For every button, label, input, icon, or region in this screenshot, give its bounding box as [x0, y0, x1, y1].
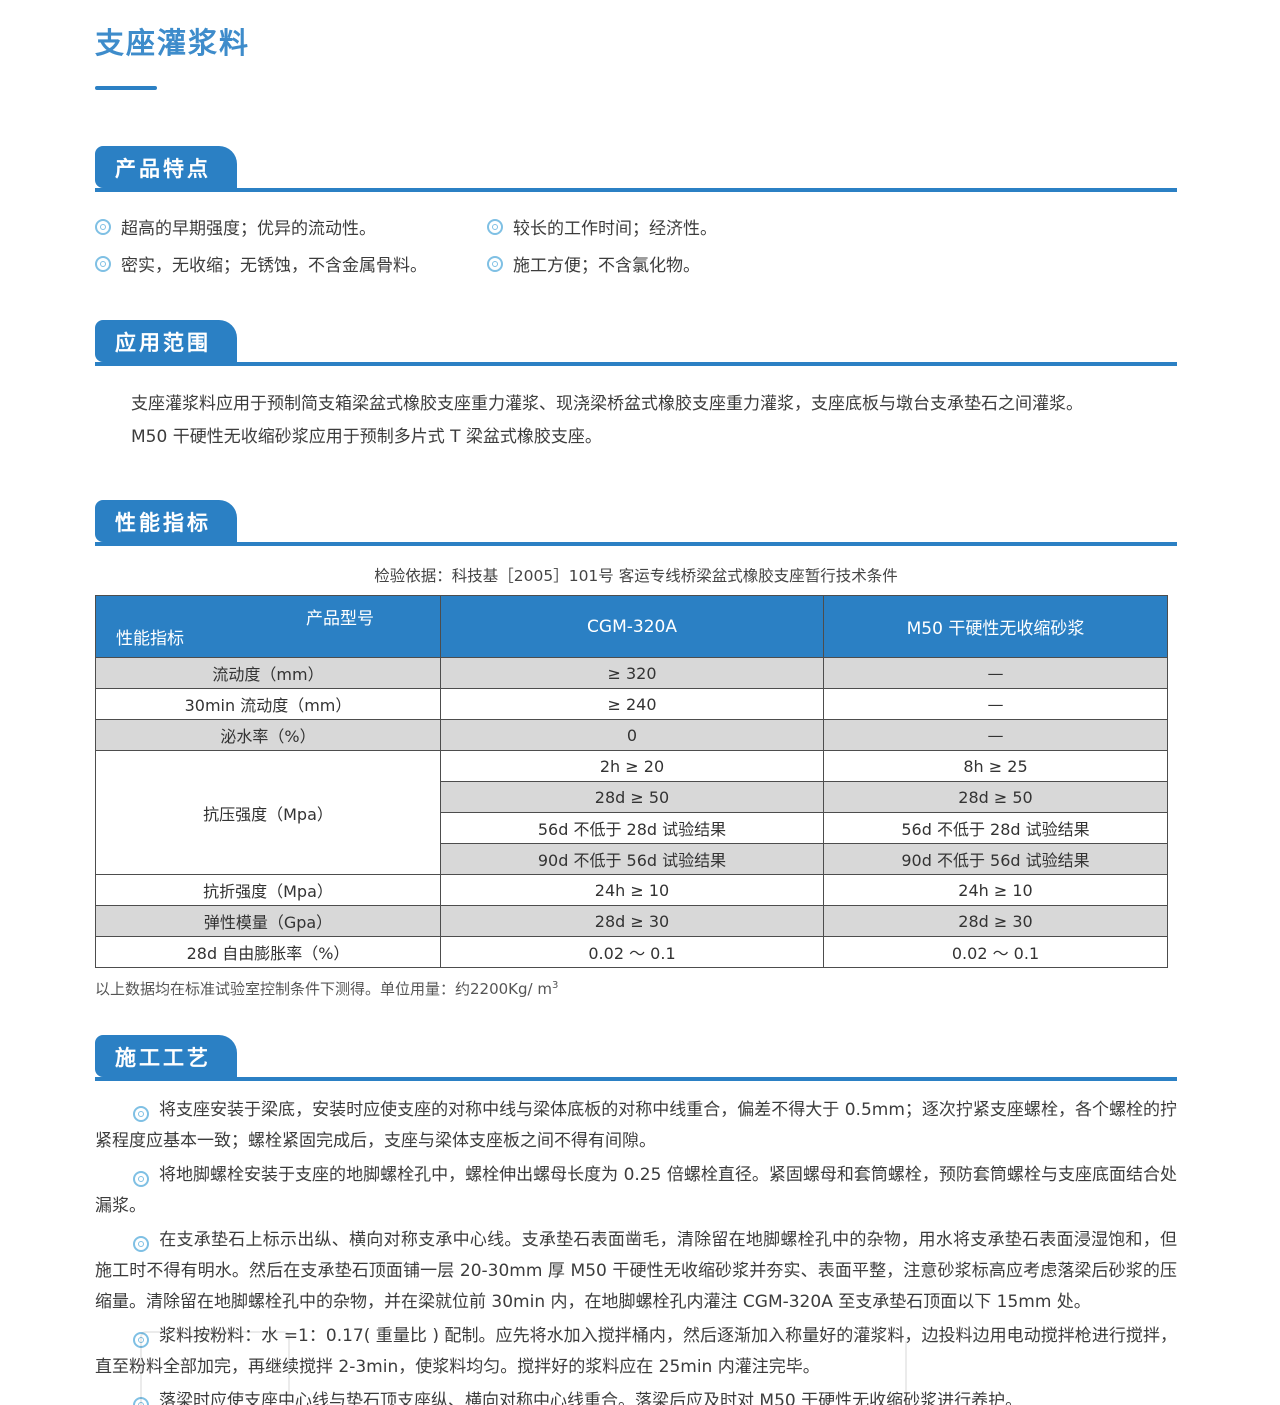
cell-cgm: 24h ≥ 10 — [440, 874, 824, 906]
bullet-icon — [133, 1236, 149, 1252]
construction-paragraph-text: 将地脚螺栓安装于支座的地脚螺栓孔中，螺栓伸出螺母长度为 0.25 倍螺栓直径。紧… — [95, 1165, 1177, 1216]
bullet-icon — [133, 1397, 149, 1405]
table-note: 以上数据均在标准试验室控制条件下测得。单位用量：约2200Kg/ m3 — [95, 978, 1177, 999]
performance-table: 产品型号 性能指标 CGM-320A M50 干硬性无收缩砂浆 流动度（mm） … — [95, 595, 1168, 968]
table-row-compressive-90d: 90d 不低于 56d 试验结果 90d 不低于 56d 试验结果 — [96, 843, 1168, 875]
section-header-features: 产品特点 — [95, 146, 1177, 192]
section-badge-features: 产品特点 — [95, 146, 237, 188]
bullet-icon — [133, 1106, 149, 1122]
table-row-compressive-28d: 28d ≥ 50 28d ≥ 50 — [96, 781, 1168, 813]
cell-cgm: 0 — [440, 719, 824, 751]
construction-paragraph: 将地脚螺栓安装于支座的地脚螺栓孔中，螺栓伸出螺母长度为 0.25 倍螺栓直径。紧… — [95, 1160, 1177, 1222]
cell-m50: 90d 不低于 56d 试验结果 — [823, 843, 1168, 875]
construction-text: 将支座安装于梁底，安装时应使支座的对称中线与梁体底板的对称中线重合，偏差不得大于… — [95, 1095, 1177, 1405]
construction-paragraph-text: 在支承垫石上标示出纵、横向对称支承中心线。支承垫石表面凿毛，清除留在地脚螺栓孔中… — [95, 1230, 1177, 1312]
cell-cgm: ≥ 320 — [440, 657, 824, 689]
table-row-fluidity: 流动度（mm） ≥ 320 — — [95, 657, 1168, 689]
page-title: 支座灌浆料 — [95, 26, 251, 60]
table-corner-cell: 产品型号 性能指标 — [95, 595, 441, 658]
row-label: 泌水率（%） — [95, 719, 441, 751]
cell-cgm: 0.02 ～ 0.1 — [440, 936, 824, 968]
corner-label-performance-index: 性能指标 — [116, 629, 184, 649]
construction-paragraph-text: 浆料按粉料：水 =1：0.17( 重量比 ) 配制。应先将水加入搅拌桶内，然后逐… — [95, 1326, 1177, 1377]
cell-m50: 28d ≥ 50 — [823, 781, 1168, 813]
cell-cgm: ≥ 240 — [440, 688, 824, 720]
table-row-flexural-strength: 抗折强度（Mpa） 24h ≥ 10 24h ≥ 10 — [95, 874, 1168, 906]
section-badge-application: 应用范围 — [95, 320, 237, 362]
cell-cgm: 28d ≥ 50 — [440, 781, 824, 813]
bullet-icon — [133, 1171, 149, 1187]
feature-text: 施工方便；不含氯化物。 — [513, 256, 700, 276]
table-note-superscript: 3 — [551, 980, 559, 991]
application-paragraph: 支座灌浆料应用于预制简支箱梁盆式橡胶支座重力灌浆、现浇梁桥盆式橡胶支座重力灌浆，… — [131, 394, 1083, 414]
construction-paragraph: 将支座安装于梁底，安装时应使支座的对称中线与梁体底板的对称中线重合，偏差不得大于… — [95, 1095, 1177, 1157]
section-header-construction: 施工工艺 — [95, 1035, 1177, 1081]
construction-paragraph: 浆料按粉料：水 =1：0.17( 重量比 ) 配制。应先将水加入搅拌桶内，然后逐… — [95, 1321, 1177, 1383]
cell-m50: 8h ≥ 25 — [823, 750, 1168, 782]
title-underline — [95, 86, 157, 90]
cell-m50: 56d 不低于 28d 试验结果 — [823, 812, 1168, 844]
cell-cgm: 90d 不低于 56d 试验结果 — [440, 843, 824, 875]
cell-m50: — — [823, 688, 1168, 720]
row-label: 弹性模量（Gpa） — [95, 905, 441, 937]
bullet-icon — [95, 255, 111, 272]
row-label: 抗折强度（Mpa） — [95, 874, 441, 906]
construction-paragraph-text: 将支座安装于梁底，安装时应使支座的对称中线与梁体底板的对称中线重合，偏差不得大于… — [95, 1100, 1177, 1151]
table-row-bleeding-rate: 泌水率（%） 0 — — [95, 719, 1168, 751]
cell-cgm: 2h ≥ 20 — [440, 750, 824, 782]
feature-text: 超高的早期强度；优异的流动性。 — [121, 219, 376, 239]
construction-paragraph: 在支承垫石上标示出纵、横向对称支承中心线。支承垫石表面凿毛，清除留在地脚螺栓孔中… — [95, 1225, 1177, 1318]
bullet-icon — [487, 218, 503, 235]
row-label: 流动度（mm） — [95, 657, 441, 689]
section-header-application: 应用范围 — [95, 320, 1177, 366]
features-list: 超高的早期强度；优异的流动性。 密实，无收缩；无锈蚀，不含金属骨料。 较长的工作… — [95, 214, 1177, 276]
section-header-performance: 性能指标 — [95, 500, 1177, 546]
cell-cgm: 28d ≥ 30 — [440, 905, 824, 937]
row-label: 28d 自由膨胀率（%） — [95, 936, 441, 968]
feature-text: 较长的工作时间；经济性。 — [513, 219, 717, 239]
feature-item: 超高的早期强度；优异的流动性。 — [95, 214, 487, 239]
feature-text: 密实，无收缩；无锈蚀，不含金属骨料。 — [121, 256, 427, 276]
cell-m50: — — [823, 657, 1168, 689]
section-badge-construction: 施工工艺 — [95, 1035, 237, 1077]
watermark-line — [905, 1341, 907, 1405]
application-paragraph: M50 干硬性无收缩砂浆应用于预制多片式 T 梁盆式橡胶支座。 — [131, 427, 602, 447]
table-row-fluidity-30min: 30min 流动度（mm） ≥ 240 — — [95, 688, 1168, 720]
corner-label-product-model: 产品型号 — [306, 609, 374, 629]
column-header-m50: M50 干硬性无收缩砂浆 — [823, 595, 1168, 658]
bullet-icon — [95, 218, 111, 235]
row-label-compressive-strength: 抗压强度（Mpa） — [95, 750, 441, 875]
cell-cgm: 56d 不低于 28d 试验结果 — [440, 812, 824, 844]
table-row-free-expansion: 28d 自由膨胀率（%） 0.02 ～ 0.1 0.02 ～ 0.1 — [95, 936, 1168, 968]
cell-m50: 0.02 ～ 0.1 — [823, 936, 1168, 968]
cell-m50: 24h ≥ 10 — [823, 874, 1168, 906]
cell-m50: 28d ≥ 30 — [823, 905, 1168, 937]
table-note-text: 以上数据均在标准试验室控制条件下测得。单位用量：约2200Kg/ m — [95, 980, 552, 998]
construction-paragraph-text: 落梁时应使支座中心线与垫石顶支座纵、横向对称中心线重合。落梁后应及时对 M50 … — [159, 1391, 1023, 1405]
feature-item: 较长的工作时间；经济性。 — [487, 214, 1177, 239]
table-row-elastic-modulus: 弹性模量（Gpa） 28d ≥ 30 28d ≥ 30 — [95, 905, 1168, 937]
application-text: 支座灌浆料应用于预制简支箱梁盆式橡胶支座重力灌浆、现浇梁桥盆式橡胶支座重力灌浆，… — [95, 388, 1177, 454]
row-label: 30min 流动度（mm） — [95, 688, 441, 720]
feature-item: 密实，无收缩；无锈蚀，不含金属骨料。 — [95, 251, 487, 276]
cell-m50: — — [823, 719, 1168, 751]
inspection-basis: 检验依据：科技基［2005］101号 客运专线桥梁盆式橡胶支座暂行技术条件 — [374, 567, 898, 585]
watermark-bag-outline — [140, 1331, 290, 1405]
section-badge-performance: 性能指标 — [95, 500, 237, 542]
construction-paragraph: 落梁时应使支座中心线与垫石顶支座纵、横向对称中心线重合。落梁后应及时对 M50 … — [95, 1386, 1177, 1405]
bullet-icon — [487, 255, 503, 272]
table-row-compressive-2h: 抗压强度（Mpa） 2h ≥ 20 8h ≥ 25 — [95, 750, 1168, 875]
table-header-row: 产品型号 性能指标 CGM-320A M50 干硬性无收缩砂浆 — [95, 595, 1168, 658]
feature-item: 施工方便；不含氯化物。 — [487, 251, 1177, 276]
column-header-cgm: CGM-320A — [440, 595, 824, 658]
